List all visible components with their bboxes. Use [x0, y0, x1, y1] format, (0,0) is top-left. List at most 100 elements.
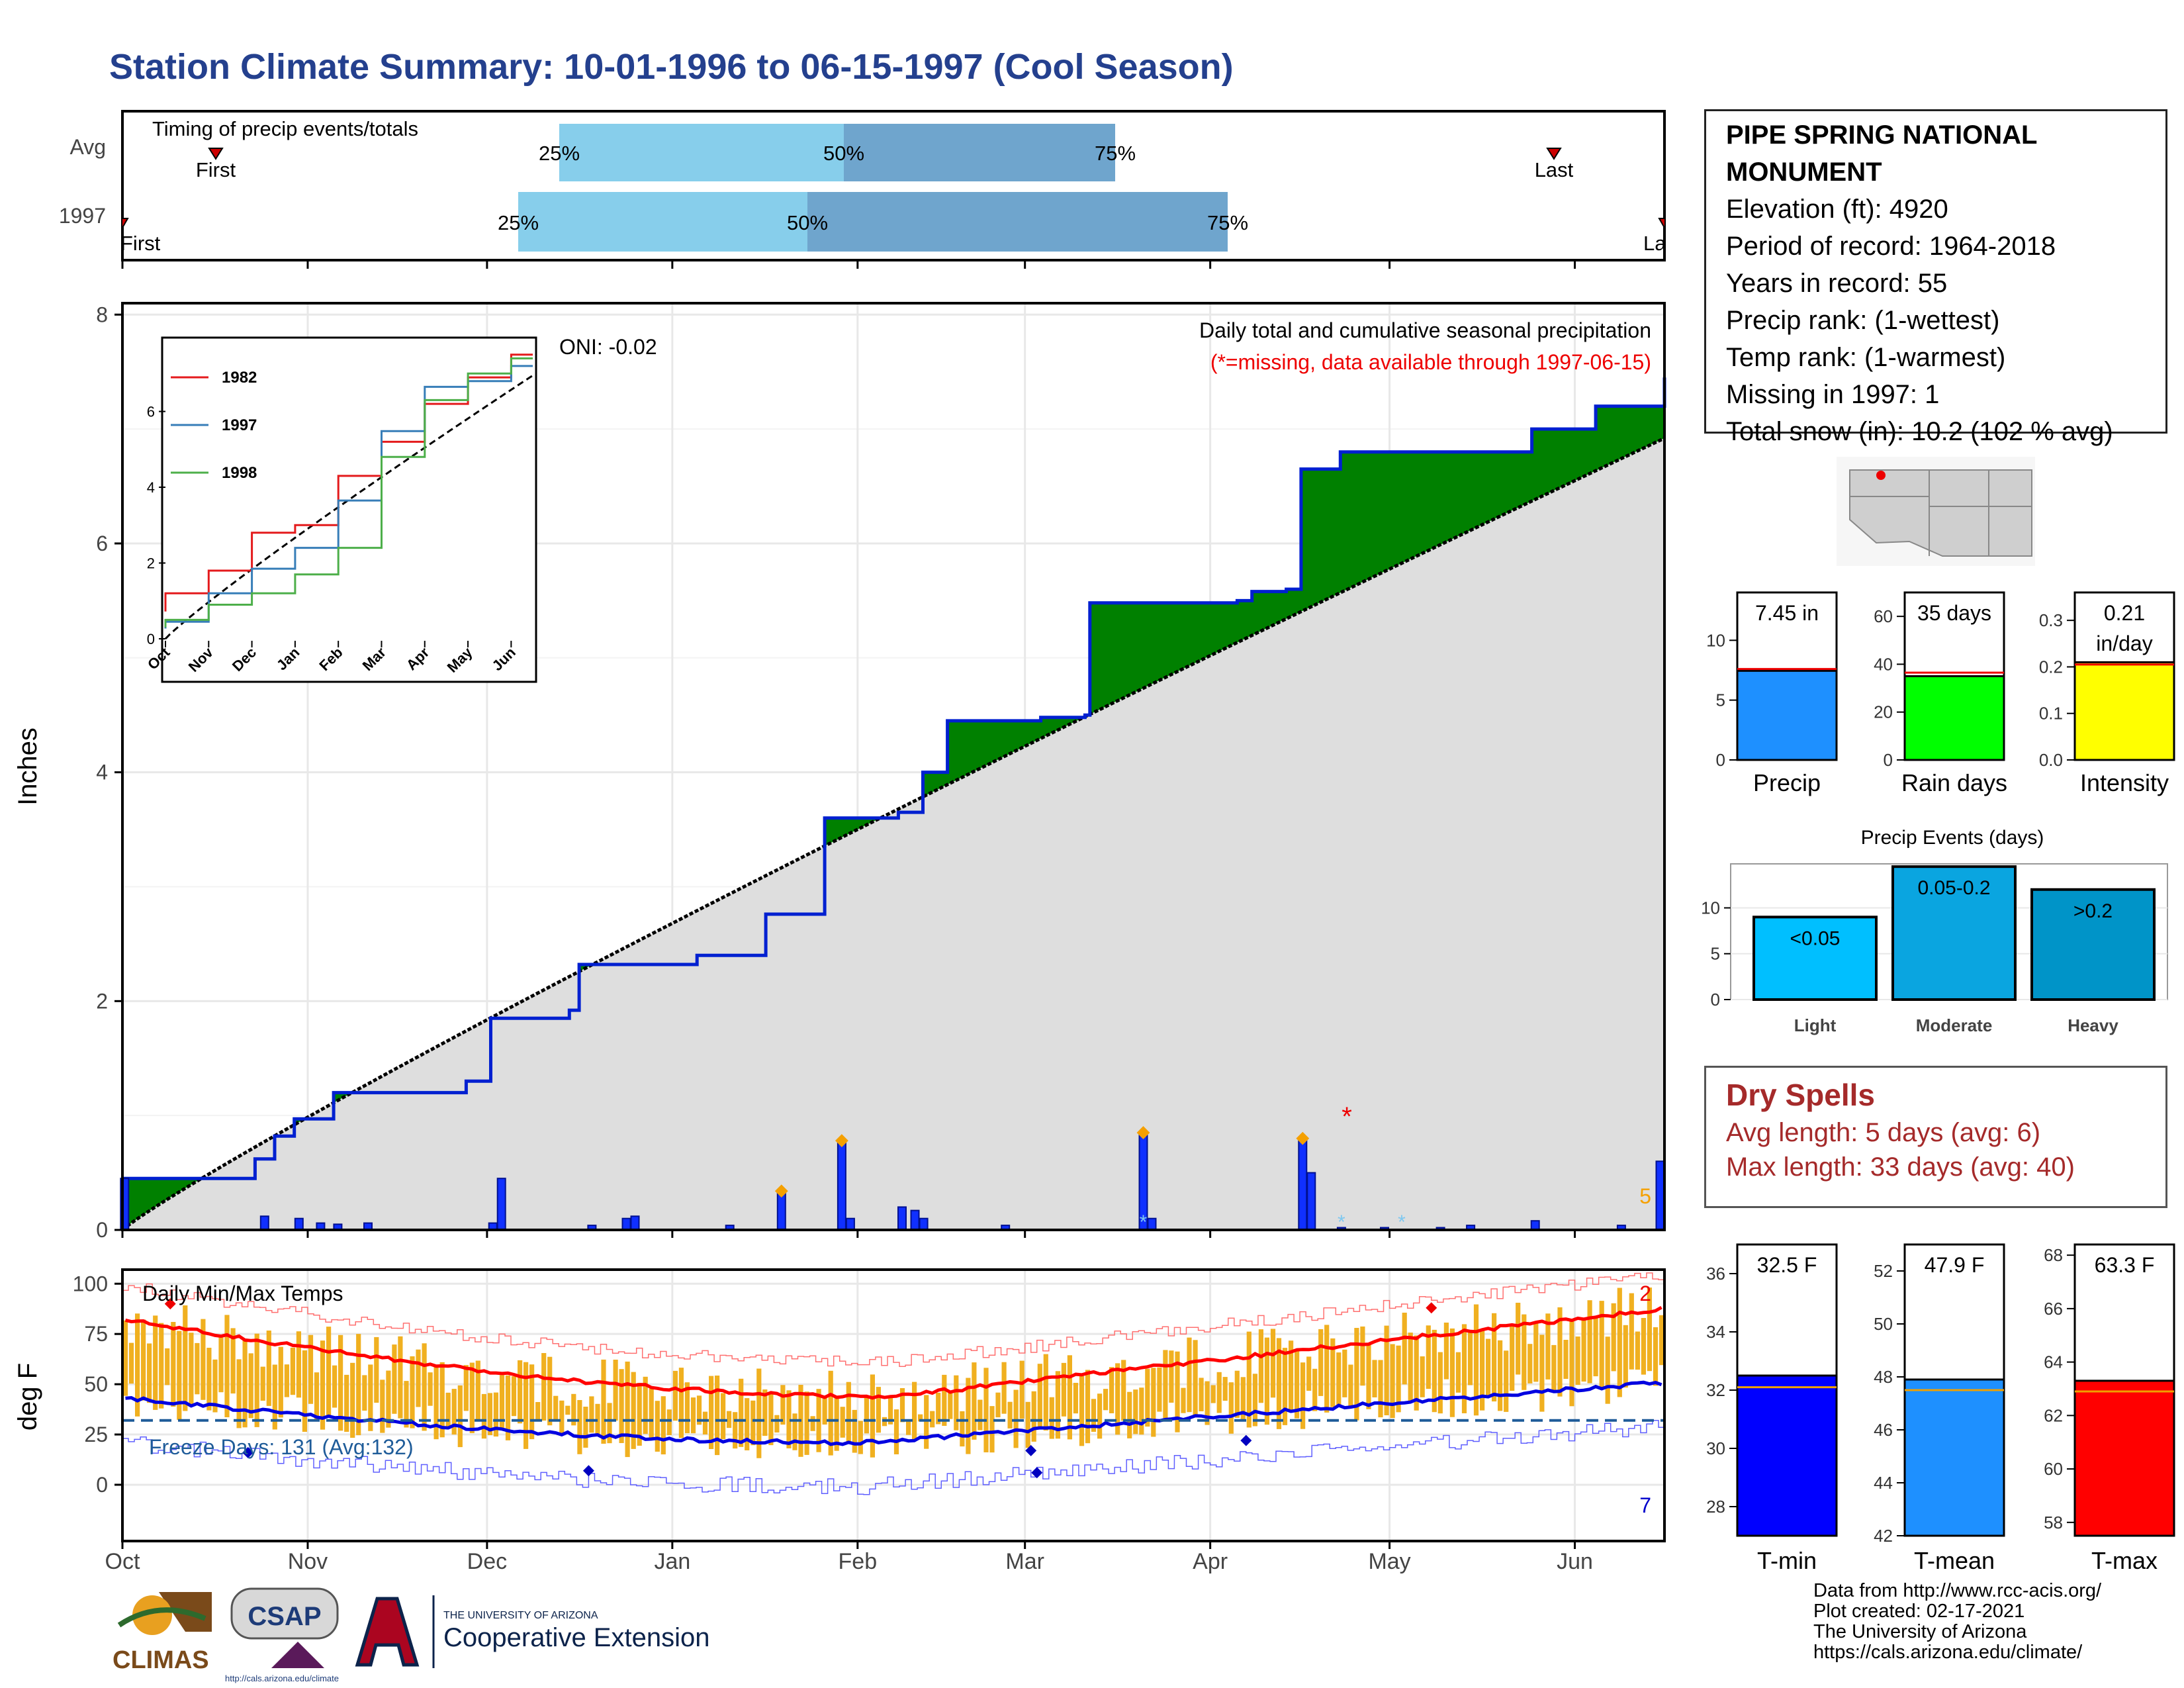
- daily-temp-bar: [696, 1395, 702, 1425]
- daily-temp-bar: [1575, 1336, 1580, 1385]
- credits: Data from http://www.rcc-acis.org/ Plot …: [1813, 1581, 2101, 1663]
- daily-precip-bar: [1298, 1137, 1308, 1231]
- daily-temp-bar: [505, 1375, 511, 1440]
- daily-temp-bar: [308, 1335, 314, 1404]
- temp-panel: 0 25 50 75 100 Daily Min/Max Temps Freeze Da…: [13, 1268, 1666, 1549]
- avg-last-label: Last: [1535, 158, 1574, 181]
- daily-temp-bar: [870, 1374, 875, 1458]
- intensity-label: Intensity: [2080, 769, 2169, 796]
- daily-temp-bar: [386, 1370, 391, 1428]
- daily-temp-bar: [128, 1342, 134, 1384]
- daily-temp-bar: [1653, 1327, 1659, 1386]
- daily-temp-bar: [786, 1390, 792, 1448]
- daily-temp-bar: [445, 1392, 451, 1427]
- inset-average-line: [164, 374, 533, 640]
- precip-rank: Precip rank: (1-wettest): [1726, 306, 2000, 335]
- daily-temp-bar: [678, 1368, 684, 1438]
- temp-ytick-label-100: 100: [73, 1272, 108, 1295]
- daily-temp-bar: [1282, 1348, 1288, 1425]
- daily-temp-bar: [1527, 1344, 1533, 1383]
- tmax-ytick-label-66: 66: [2044, 1299, 2063, 1319]
- tmean-bar: [1903, 1378, 2005, 1537]
- daily-temp-bar: [709, 1376, 714, 1449]
- tmean-ytick-label-46: 46: [1874, 1420, 1893, 1440]
- average-cumulative-line: [121, 436, 1666, 1231]
- daily-temp-bar: [978, 1399, 983, 1430]
- climas-logo: CLIMAS: [113, 1592, 212, 1674]
- daily-temp-bar: [1330, 1338, 1336, 1407]
- total-snow: Total snow (in): 10.2 (102 % avg): [1726, 417, 2113, 446]
- tmean-ytick-label-44: 44: [1874, 1473, 1893, 1493]
- daily-temp-bar: [1366, 1342, 1371, 1409]
- daily-temp-bar: [828, 1370, 833, 1456]
- daily-temp-bar: [1360, 1326, 1365, 1386]
- tmean-ytick-label-50: 50: [1874, 1314, 1893, 1334]
- end-count-label: 5: [1639, 1184, 1651, 1208]
- daily-temp-bar: [1234, 1370, 1240, 1418]
- daily-temp-bar: [451, 1389, 457, 1435]
- daily-temp-bar: [1635, 1331, 1640, 1370]
- tmean-label: T-mean: [1914, 1547, 1995, 1574]
- daily-temp-bar: [1270, 1329, 1276, 1398]
- daily-temp-bar: [433, 1367, 439, 1440]
- precip-legend-note: (*=missing, data available through 1997-…: [1210, 350, 1651, 374]
- tmean-ytick-label-52: 52: [1874, 1261, 1893, 1281]
- precip-bar: [1736, 669, 1838, 761]
- y1997-first-marker: [122, 218, 129, 230]
- daily-temp-bar: [745, 1398, 750, 1450]
- daily-temp-bar: [768, 1393, 774, 1446]
- daily-temp-bar: [792, 1413, 797, 1450]
- daily-temp-bar: [1533, 1321, 1539, 1382]
- daily-temp-bar: [1557, 1307, 1563, 1397]
- daily-temp-bar: [511, 1376, 517, 1417]
- daily-temp-bar: [141, 1319, 146, 1401]
- daily-temp-bar: [906, 1419, 911, 1435]
- avg-p75: 75%: [1095, 142, 1136, 165]
- daily-precip-bar: [496, 1178, 506, 1231]
- raindays-value: 35 days: [1917, 601, 1991, 625]
- y1997-last-label: Last: [1643, 232, 1682, 255]
- daily-temp-bar: [887, 1395, 893, 1425]
- record-min-line: [122, 1419, 1664, 1495]
- daily-temp-bar: [296, 1331, 301, 1398]
- daily-temp-bar: [189, 1333, 194, 1407]
- daily-temp-bar: [159, 1323, 164, 1409]
- daily-temp-bar: [619, 1369, 624, 1443]
- daily-temp-bar: [721, 1393, 726, 1439]
- daily-precip-bar: [1147, 1217, 1157, 1231]
- daily-temp-bar: [236, 1359, 242, 1429]
- daily-temp-bar: [153, 1315, 158, 1410]
- years-in-record: Years in record: 55: [1726, 269, 1948, 298]
- avg-first-label: First: [196, 158, 236, 181]
- daily-temp-bar: [1049, 1397, 1054, 1439]
- daily-precip-bar: [630, 1215, 640, 1231]
- credit-university: The University of Arizona: [1813, 1621, 2027, 1642]
- daily-temp-bar: [1587, 1300, 1592, 1383]
- month-label-Dec: Dec: [467, 1549, 507, 1574]
- daily-temp-bar: [1061, 1362, 1066, 1417]
- events-ytick-label-10: 10: [1701, 898, 1720, 917]
- intensity-ytick-label-0.3: 0.3: [2039, 610, 2063, 630]
- month-label-Oct: Oct: [105, 1549, 140, 1574]
- precip-label: Precip: [1753, 769, 1821, 796]
- precip-ytick-label-5: 5: [1716, 690, 1725, 710]
- tmin-ytick-label-28: 28: [1706, 1497, 1725, 1517]
- daily-precip-bar: [1655, 1160, 1665, 1231]
- daily-precip-bar: [837, 1140, 846, 1231]
- station-name: PIPE SPRING NATIONAL: [1726, 120, 2038, 150]
- daily-temp-bar: [1647, 1288, 1652, 1372]
- daily-temp-bar: [577, 1400, 582, 1454]
- daily-temp-bar: [224, 1315, 230, 1417]
- daily-temp-bar: [553, 1395, 559, 1422]
- daily-temp-bar: [177, 1331, 182, 1420]
- daily-temp-bar: [690, 1397, 696, 1434]
- daily-precip-bar: [845, 1217, 855, 1231]
- daily-temp-bar: [1222, 1377, 1228, 1401]
- daily-temp-bar: [529, 1364, 535, 1440]
- daily-temp-bar: [1109, 1367, 1115, 1413]
- month-label-Apr: Apr: [1193, 1549, 1228, 1574]
- daily-temp-bar: [1467, 1331, 1473, 1385]
- tmin-ytick-label-30: 30: [1706, 1438, 1725, 1458]
- daily-temp-bar: [404, 1381, 409, 1428]
- precip-ytick-label-10: 10: [1706, 630, 1725, 650]
